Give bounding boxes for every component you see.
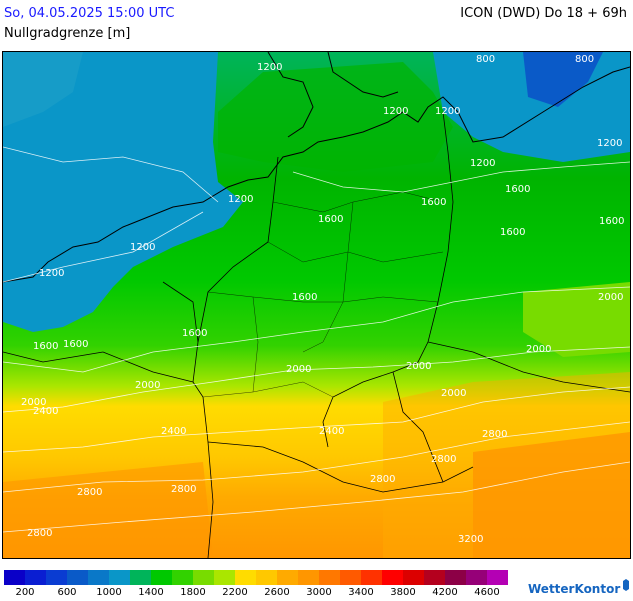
color-scale-legend [4,570,508,585]
legend-swatch [466,570,487,585]
legend-swatch [361,570,382,585]
field-lightblue-northwest [3,52,83,127]
legend-swatch [25,570,46,585]
contour-label: 1200 [435,106,460,117]
field-darkblue-northeast [523,52,603,107]
parameter-title: Nullgradgrenze [m] [4,26,131,41]
contour-label: 2800 [27,528,52,539]
contour-label: 1600 [182,328,207,339]
contour-label: 2000 [598,292,623,303]
legend-swatch [424,570,445,585]
contour-label: 1600 [63,339,88,350]
legend-label: 3800 [390,587,416,598]
contour-label: 1600 [500,227,525,238]
contour-label: 2800 [370,474,395,485]
field-darkorange-southwest [3,462,213,558]
legend-swatch [319,570,340,585]
contour-label: 2800 [431,454,456,465]
legend-swatch [277,570,298,585]
legend-swatch [46,570,67,585]
legend-swatch [4,570,25,585]
legend-label: 1800 [180,587,206,598]
legend-swatch [445,570,466,585]
freezing-level-isolines [3,146,630,533]
legend-swatch [214,570,235,585]
legend-swatch [151,570,172,585]
logo-mark-icon [623,579,629,591]
contour-label: 1600 [33,341,58,352]
contour-label: 2000 [441,388,466,399]
contour-label: 1600 [505,184,530,195]
field-blue-northwest [3,52,243,332]
contour-label: 2000 [286,364,311,375]
contour-label: 2800 [171,484,196,495]
coastlines [3,52,630,283]
map-canvas: 1200 1200 1200 1200 1200 1200 1200 1200 … [3,52,630,558]
legend-swatch [172,570,193,585]
legend-swatch [109,570,130,585]
legend-swatch [487,570,508,585]
contour-label: 2000 [135,380,160,391]
contour-label: 2400 [161,426,186,437]
contour-label: 1200 [470,158,495,169]
legend-swatch [256,570,277,585]
contour-label: 1200 [257,62,282,73]
legend-label: 4200 [432,587,458,598]
field-lightgreen-east [523,282,630,357]
contour-label: 1200 [39,268,64,279]
legend-label: 2200 [222,587,248,598]
legend-swatch [235,570,256,585]
state-borders [202,191,444,398]
contour-label: 2800 [482,429,507,440]
isoline-labels: 1200 1200 1200 1200 1200 1200 1200 1200 … [21,54,624,545]
field-green-north [218,62,453,172]
legend-swatch [88,570,109,585]
legend-swatch [382,570,403,585]
color-scale-labels: 200 600 1000 1400 1800 2200 2600 3000 3400 3800 42… [0,587,520,601]
contour-label: 1200 [130,242,155,253]
contour-label: 3200 [458,534,483,545]
contour-label: 1600 [421,197,446,208]
contour-label: 2000 [406,361,431,372]
wetterkontor-logo[interactable]: WetterKontor [528,582,621,596]
contour-label: 2400 [319,426,344,437]
contour-label: 2800 [77,487,102,498]
legend-label: 1400 [138,587,164,598]
contour-label: 800 [476,54,495,65]
legend-swatch [193,570,214,585]
forecast-valid-time: So, 04.05.2025 15:00 UTC [4,6,175,21]
legend-label: 3000 [306,587,332,598]
legend-swatch [403,570,424,585]
freezing-level-map: 1200 1200 1200 1200 1200 1200 1200 1200 … [2,51,631,559]
contour-label: 1600 [599,216,624,227]
legend-label: 600 [57,587,77,598]
contour-label: 1600 [292,292,317,303]
contour-label: 1200 [597,138,622,149]
model-run-info: ICON (DWD) Do 18 + 69h [460,6,627,21]
legend-label: 4600 [474,587,500,598]
legend-label: 200 [15,587,35,598]
legend-swatch [67,570,88,585]
contour-label: 2000 [526,344,551,355]
legend-swatch [340,570,361,585]
contour-label: 1600 [318,214,343,225]
contour-label: 2000 [21,397,46,408]
contour-label: 800 [575,54,594,65]
legend-swatch [298,570,319,585]
legend-label: 1000 [96,587,122,598]
contour-label: 2400 [33,406,58,417]
contour-label: 1200 [228,194,253,205]
field-darkorange-southeast [473,432,630,558]
legend-label: 3400 [348,587,374,598]
contour-label: 1200 [383,106,408,117]
legend-swatch [130,570,151,585]
country-borders [3,111,630,558]
legend-label: 2600 [264,587,290,598]
